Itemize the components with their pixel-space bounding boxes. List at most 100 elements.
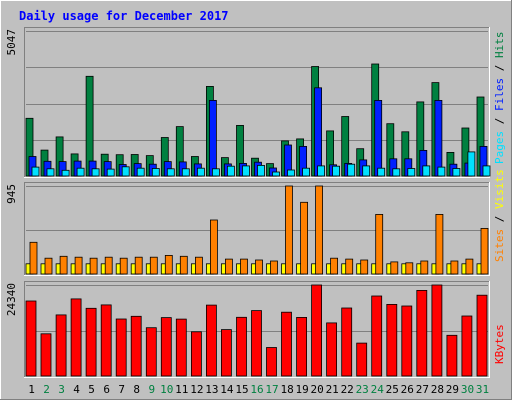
bar-sites-day-4 [74,256,83,275]
bar-kbytes-day-2 [40,333,52,377]
bar-pages-day-10 [166,168,175,177]
bar-sites-day-18 [285,185,293,275]
bar-pages-day-13 [211,168,220,177]
chart-panels: 5047 Pages / Files / Hits 945 Sites / Visit… [5,27,506,378]
bar-files-day-28 [434,100,443,177]
right-legend: Pages / Files / Hits [493,32,506,165]
day-label: 24 [371,383,385,396]
bars [25,63,491,177]
bar-sites-day-20 [315,185,324,275]
right-legend: KBytes [493,324,506,364]
bar-sites-day-29 [450,260,459,275]
bar-pages-day-21 [332,165,341,177]
day-label: 31 [476,383,489,396]
bar-kbytes-day-3 [55,314,67,377]
bar-pages-day-8 [136,167,145,177]
bar-kbytes-day-22 [341,307,353,377]
day-label: 28 [431,383,444,396]
bar-pages-day-30 [467,151,476,177]
day-label: 30 [461,383,474,396]
bar-kbytes-day-4 [70,298,82,377]
bar-pages-day-1 [31,166,40,177]
chart-title: Daily usage for December 2017 [19,9,229,23]
bar-pages-day-6 [106,168,115,177]
day-label: 2 [43,383,50,396]
bar-pages-day-5 [91,168,100,177]
bar-sites-day-12 [194,256,203,275]
day-label: 23 [356,383,369,396]
bar-kbytes-day-31 [476,294,488,377]
bar-pages-day-14 [226,165,235,177]
bar-kbytes-day-20 [311,284,323,377]
day-label: 25 [386,383,399,396]
bar-kbytes-day-27 [416,289,428,377]
bar-pages-day-23 [362,165,371,177]
bar-files-day-20 [314,87,323,177]
bar-kbytes-day-28 [431,284,443,377]
bar-kbytes-day-24 [371,295,383,377]
legend-separator: / [493,58,506,78]
bar-kbytes-day-25 [386,303,398,377]
day-label: 15 [235,383,248,396]
bar-pages-day-22 [347,163,356,177]
day-label: 16 [250,383,263,396]
bar-sites-day-17 [270,260,278,275]
bar-sites-day-19 [300,201,309,275]
day-label: 5 [88,383,95,396]
legend-visits: Visits [493,169,506,209]
bar-sites-day-24 [375,213,384,275]
day-label: 29 [446,383,459,396]
day-label: 4 [73,383,80,396]
bar-pages-day-20 [317,165,326,177]
bar-kbytes-day-10 [160,317,172,377]
legend-kbytes: KBytes [493,324,506,364]
bar-sites-day-23 [360,259,369,275]
bar-pages-day-29 [452,168,461,177]
bar-sites-day-8 [134,256,143,275]
bar-sites-day-27 [420,260,429,275]
bar-sites-day-1 [29,241,38,275]
day-label: 20 [310,383,323,396]
bar-kbytes-day-9 [145,327,157,377]
bar-sites-day-11 [179,255,188,275]
bar-files-day-24 [374,100,383,177]
day-label: 7 [118,383,125,396]
y-max-label: 945 [5,184,18,204]
bar-pages-day-15 [242,165,250,177]
bar-kbytes-day-16 [251,310,262,377]
day-label: 13 [205,383,218,396]
legend-pages: Pages [493,131,506,164]
bar-kbytes-day-29 [446,334,458,377]
day-label: 6 [103,383,110,396]
bar-sites-day-9 [149,256,158,275]
panel-visits-sites: 945 Sites / Visits [5,169,506,276]
bar-pages-day-31 [482,165,491,177]
bar-sites-day-5 [89,257,98,275]
bar-pages-day-16 [257,164,265,177]
bar-kbytes-day-19 [296,316,308,377]
bar-sites-day-3 [59,255,68,275]
bars [25,284,488,377]
bar-kbytes-day-8 [130,315,142,377]
day-label: 1 [28,383,35,396]
bars [25,185,489,275]
right-legend: Sites / Visits [493,169,506,262]
bar-pages-day-2 [46,168,55,177]
day-label: 9 [148,383,155,396]
bar-sites-day-22 [345,258,354,275]
legend-files: Files [493,78,506,111]
bar-pages-day-3 [61,169,70,177]
bar-sites-day-31 [480,227,489,275]
day-label: 19 [295,383,308,396]
bar-sites-day-21 [330,257,339,275]
bar-pages-day-27 [422,165,431,177]
bar-kbytes-day-17 [266,347,277,377]
day-label: 12 [190,383,203,396]
y-max-label: 5047 [5,29,18,56]
day-label: 27 [416,383,429,396]
bar-files-day-13 [208,100,217,177]
day-label: 26 [401,383,414,396]
legend-hits: Hits [493,32,506,59]
bar-kbytes-day-15 [236,316,247,377]
